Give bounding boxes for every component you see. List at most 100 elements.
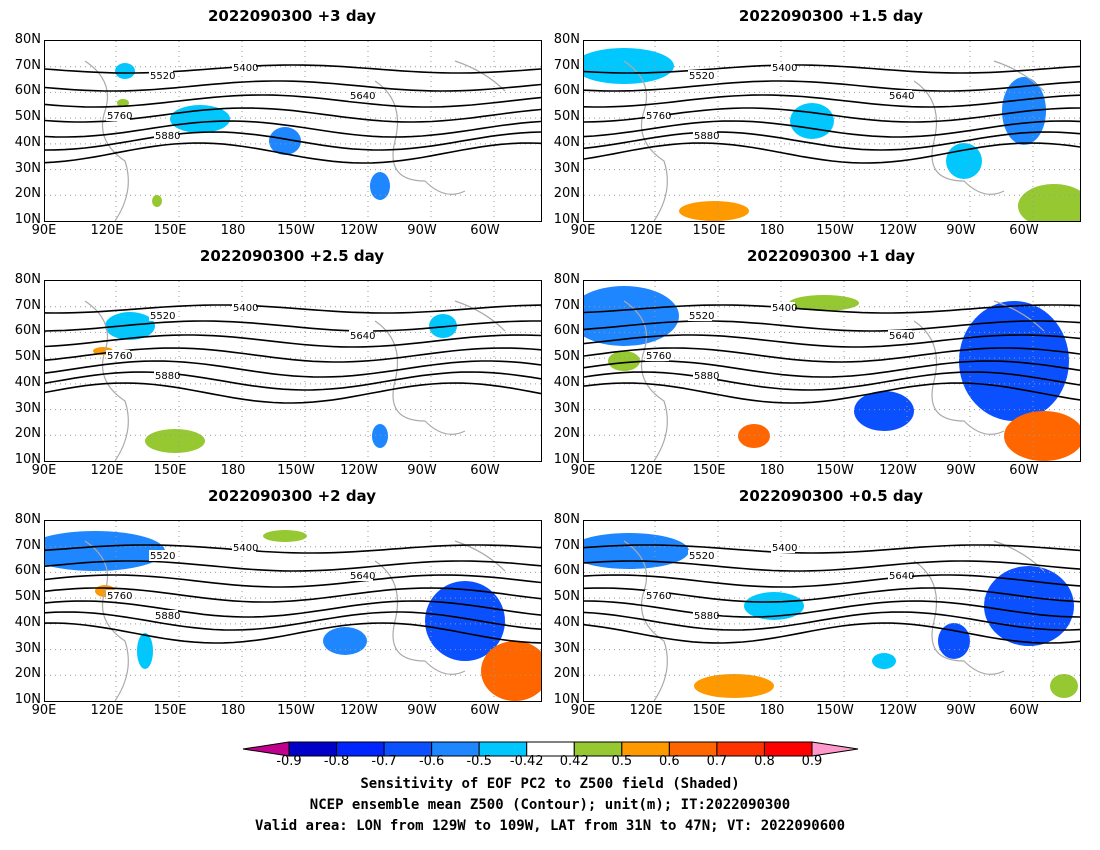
latitude-tick-label: 60N (553, 83, 580, 99)
latitude-tick-label: 20N (553, 666, 580, 682)
contour-label: 5760 (646, 111, 671, 122)
contour-label: 5880 (694, 611, 719, 622)
coastline (623, 540, 1045, 701)
sensitivity-shading (481, 641, 541, 701)
sensitivity-shading (854, 391, 914, 431)
latitude-tick-label: 20N (14, 666, 41, 682)
map-plot-area: 5400 5520 5640 5760 5880 (44, 280, 542, 462)
z500-contour (45, 574, 541, 588)
longitude-tick-label: 90E (31, 703, 57, 718)
latitude-tick-label: 70N (14, 297, 41, 313)
contour-label: 5520 (689, 311, 714, 322)
sensitivity-shading (1018, 184, 1080, 221)
latitude-tick-label: 50N (14, 589, 41, 605)
map-plot-area: 5400 5520 5640 5760 5880 (583, 40, 1081, 222)
z500-contour (45, 544, 541, 554)
latitude-tick-label: 50N (14, 109, 41, 125)
panel-title: 2022090300 +0.5 day (738, 487, 924, 505)
sensitivity-shading (115, 63, 135, 79)
contour-label: 5400 (772, 543, 797, 554)
z500-contour (45, 94, 541, 108)
sensitivity-shading (790, 103, 834, 139)
latitude-tick-label: 80N (553, 272, 580, 287)
z500-contour (45, 360, 541, 378)
contour-label: 5880 (155, 611, 180, 622)
z500-contour (584, 622, 1080, 644)
latitude-tick-label: 60N (553, 563, 580, 579)
longitude-tick-label: 120E (629, 703, 663, 718)
contour-label: 5760 (107, 111, 132, 122)
latitude-tick-label: 40N (553, 614, 580, 630)
longitude-tick-label: 120W (340, 223, 378, 238)
contour-label: 5640 (350, 91, 375, 102)
longitude-tick-label: 90W (946, 463, 976, 478)
longitude-tick-label: 150E (692, 223, 726, 238)
panel-title: 2022090300 +2 day (208, 487, 376, 505)
sensitivity-shading (105, 312, 155, 340)
colorbar-level-label: 0.5 (611, 754, 633, 769)
sensitivity-shading (584, 48, 674, 84)
latitude-tick-label: 20N (14, 426, 41, 442)
footer-line-1: Sensitivity of EOF PC2 to Z500 field (Sh… (360, 776, 740, 792)
colorbar-level-label: -0.42 (509, 754, 544, 769)
z500-contour (45, 131, 541, 151)
longitude-tick-label: 90E (570, 703, 596, 718)
longitude-tick-label: 90E (31, 463, 57, 478)
latitude-tick-label: 70N (553, 57, 580, 73)
contour-label: 5640 (350, 331, 375, 342)
longitude-tick-label: 60W (1009, 223, 1039, 238)
colorbar-level-label: 0.8 (754, 754, 775, 769)
z500-contour (45, 611, 541, 631)
z500-contour (45, 600, 541, 618)
z500-contour (584, 334, 1080, 348)
map-graphic: 5400 5520 5640 5760 5880 (45, 281, 541, 461)
latitude-tick-label: 10N (14, 692, 41, 707)
contour-label: 5640 (350, 571, 375, 582)
contour-label: 5520 (689, 551, 714, 562)
coastline (623, 60, 1045, 221)
z500-contour (584, 304, 1080, 314)
z500-contour (584, 347, 1080, 363)
longitude-tick-label: 150E (153, 223, 187, 238)
colorbar-level-label: 0.42 (559, 754, 589, 769)
latitude-tick-label: 40N (14, 374, 41, 390)
contour-label: 5520 (150, 311, 175, 322)
longitude-tick-label: 150W (277, 703, 315, 718)
map-graphic: 5400 5520 5640 5760 5880 (584, 41, 1080, 221)
z500-contour (45, 320, 541, 332)
colorbar-level-label: -0.6 (418, 754, 445, 769)
z500-contour (45, 560, 541, 572)
contour-label: 5880 (155, 371, 180, 382)
contour-label: 5760 (107, 591, 132, 602)
sensitivity-shading (584, 286, 679, 346)
latitude-tick-label: 50N (553, 589, 580, 605)
coastline (84, 540, 506, 701)
latitude-tick-label: 10N (14, 212, 41, 227)
contour-label: 5640 (889, 91, 914, 102)
z500-contour (45, 304, 541, 314)
z500-contour (584, 142, 1080, 164)
contour-label: 5400 (233, 63, 258, 74)
longitude-tick-label: 90W (407, 703, 437, 718)
latitude-tick-label: 20N (553, 426, 580, 442)
colorbar-level-label: 0.7 (706, 754, 728, 769)
colorbar-level-label: 0.9 (801, 754, 823, 769)
colorbar-level-label: -0.5 (466, 754, 492, 769)
latitude-tick-label: 70N (14, 57, 41, 73)
contour-label: 5520 (150, 71, 175, 82)
longitude-tick-label: 90E (570, 463, 596, 478)
colorbar-level-label: 0.6 (659, 754, 680, 769)
longitude-tick-label: 120W (879, 463, 917, 478)
map-plot-area: 5400 5520 5640 5760 5880 (44, 520, 542, 702)
longitude-tick-label: 120E (90, 463, 124, 478)
latitude-tick-label: 80N (14, 512, 41, 527)
contour-label: 5640 (889, 331, 914, 342)
latitude-tick-label: 40N (553, 374, 580, 390)
panel-title: 2022090300 +3 day (208, 7, 376, 25)
longitude-tick-label: 150E (153, 703, 187, 718)
sensitivity-shading (269, 127, 301, 155)
latitude-tick-label: 50N (14, 349, 41, 365)
latitude-tick-label: 60N (553, 323, 580, 339)
sensitivity-shading (372, 424, 388, 448)
z500-contour (584, 371, 1080, 391)
